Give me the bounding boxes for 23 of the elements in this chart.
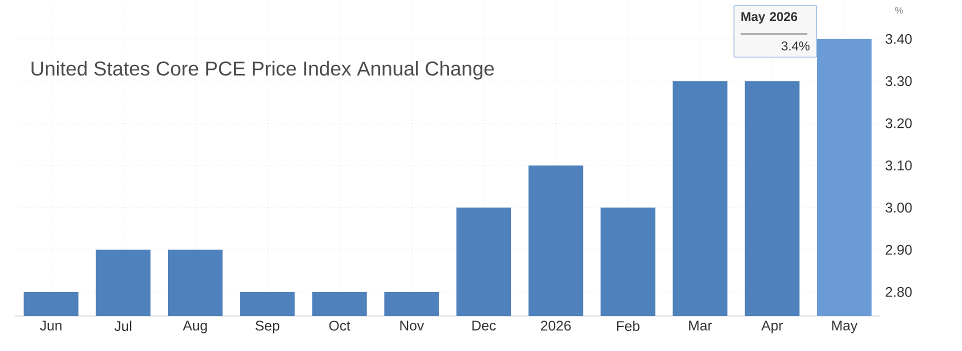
y-tick-label: 3.00 [886,202,912,213]
y-tick-label: 3.20 [886,118,912,128]
y-tick-label: 3.30 [886,76,912,86]
x-tick-label: Aug [182,320,207,334]
y-tick-label: 3.40 [886,34,912,44]
x-tick-label: Jul [114,320,132,331]
x-tick-label: Nov [400,320,424,330]
y-tick-label: 2.80 [886,287,912,297]
annotation: 3.4% [782,41,810,50]
annotation: May 2026 [741,12,798,24]
x-tick-label: Jun [40,320,62,330]
x-tick-label: Feb [617,320,640,331]
x-tick-label: Mar [689,320,712,330]
x-tick-label: Sep [256,320,280,334]
x-tick-label: 2026 [540,320,571,331]
x-tick-label: Oct [329,320,350,331]
y-axis-title: % [895,7,903,14]
y-tick-label: 3.10 [886,160,912,170]
y-tick-label: 2.90 [886,244,912,255]
x-tick-label: Dec [472,320,496,330]
x-tick-label: Apr [761,320,783,334]
x-tick-label: May [832,320,858,334]
text: United States Core PCE Price Index Annual Change [32,60,494,80]
